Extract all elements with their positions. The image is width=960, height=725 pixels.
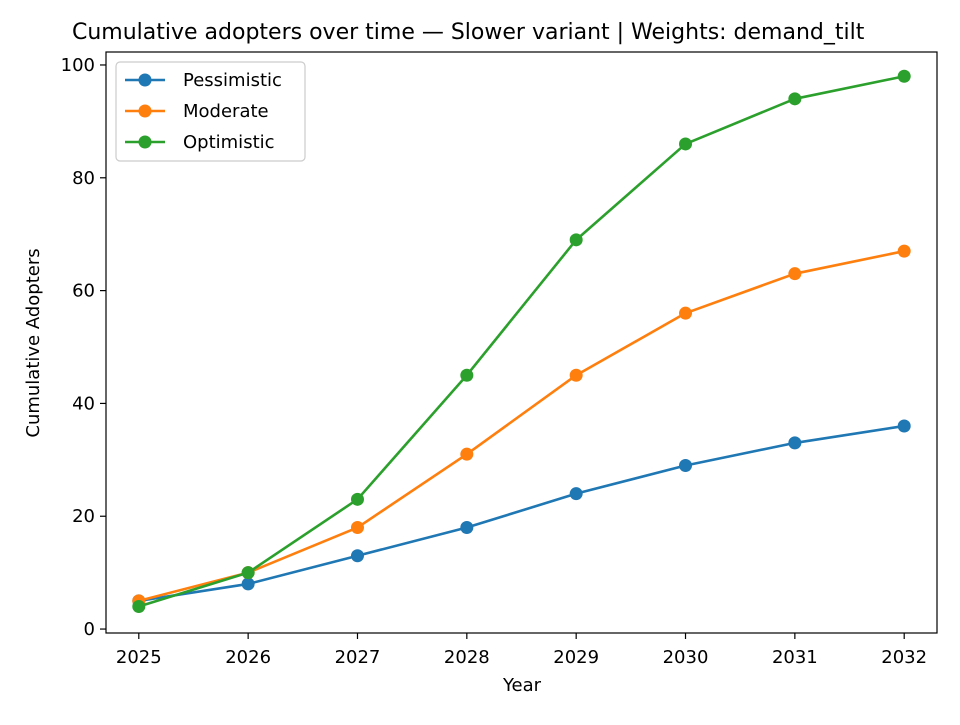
legend-entry: Pessimistic: [125, 70, 282, 91]
data-point: [788, 436, 802, 450]
x-tick-label: 2025: [116, 647, 162, 668]
x-tick-label: 2028: [444, 647, 490, 668]
x-axis-label: Year: [502, 675, 542, 696]
series-optimistic: [132, 69, 911, 613]
x-tick-label: 2027: [335, 647, 381, 668]
series-line: [137, 424, 906, 603]
data-point: [569, 368, 583, 382]
data-point: [679, 137, 693, 151]
series-line: [137, 249, 906, 603]
plot-frame: [105, 51, 938, 634]
y-tick-label: 60: [72, 281, 95, 302]
legend-marker: [138, 135, 152, 149]
data-point: [241, 566, 255, 580]
data-point: [679, 306, 693, 320]
data-point: [569, 487, 583, 501]
x-tick-label: 2030: [663, 647, 709, 668]
data-point: [350, 549, 364, 563]
data-point: [788, 92, 802, 106]
legend-label: Moderate: [183, 101, 269, 122]
legend-entry: Moderate: [125, 101, 269, 122]
legend: Pessimistic Moderate Optimistic: [115, 61, 306, 162]
data-point: [132, 599, 146, 613]
legend-marker: [138, 104, 152, 118]
data-point: [460, 447, 474, 461]
y-tick-label: 80: [72, 168, 95, 189]
data-point: [897, 419, 911, 433]
plot-area: 2025 2026 2027 2028 2029 2030 2031 2032 0 20 40 60 8…: [61, 51, 938, 668]
data-point: [350, 492, 364, 506]
series-line: [137, 74, 906, 609]
legend-box: [115, 61, 306, 162]
x-tick-label: 2032: [881, 647, 927, 668]
data-point: [788, 267, 802, 281]
chart-title: Cumulative adopters over time — Slower v…: [72, 20, 865, 45]
data-point: [897, 244, 911, 258]
y-tick-label: 0: [84, 619, 95, 640]
data-point: [350, 521, 364, 535]
data-point: [897, 69, 911, 83]
data-point: [460, 521, 474, 535]
x-tick-label: 2031: [772, 647, 818, 668]
data-point: [679, 458, 693, 472]
data-point: [460, 368, 474, 382]
data-point: [569, 233, 583, 247]
y-tick-label: 20: [72, 506, 95, 527]
data-point: [241, 577, 255, 591]
y-tick-label: 100: [61, 55, 95, 76]
legend-label: Optimistic: [183, 132, 275, 153]
x-tick-label: 2026: [225, 647, 271, 668]
legend-marker: [138, 73, 152, 87]
y-tick-label: 40: [72, 393, 95, 414]
legend-label: Pessimistic: [183, 70, 282, 91]
legend-entry: Optimistic: [125, 132, 275, 153]
x-tick-label: 2029: [553, 647, 599, 668]
y-axis-label: Cumulative Adopters: [23, 248, 44, 437]
